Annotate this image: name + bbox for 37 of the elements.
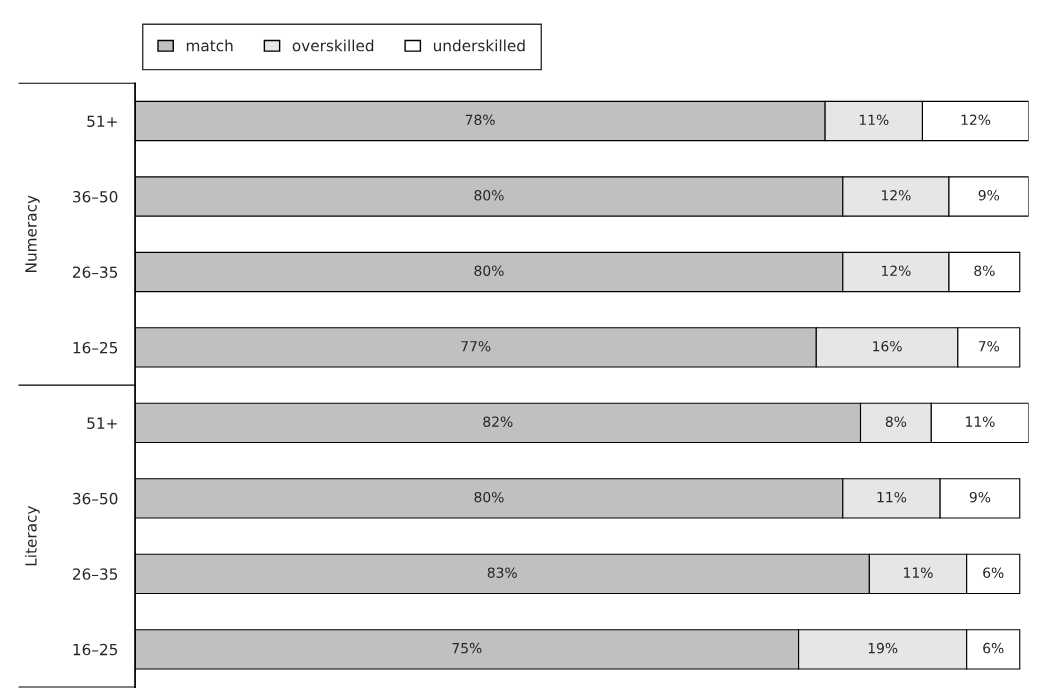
y-tick-label: 36–50: [73, 190, 118, 203]
data-label: 80%: [474, 265, 504, 276]
y-tick-label: 51+: [87, 115, 117, 128]
y-tick-label: 16–25: [73, 341, 118, 354]
data-label: 80%: [474, 491, 504, 503]
data-label: 12%: [961, 114, 991, 126]
data-label: 80%: [474, 190, 504, 201]
y-tick-label: 51+: [87, 417, 117, 429]
data-label: 78%: [465, 114, 495, 126]
data-label: 11%: [904, 567, 933, 578]
y-tick-label: 26–35: [73, 568, 118, 580]
data-label: 7%: [978, 340, 1000, 352]
data-label: 16%: [873, 340, 902, 352]
data-label: 77%: [461, 340, 491, 352]
y-tick-label: 26–35: [73, 266, 118, 278]
y-tick-label: 36–50: [73, 492, 118, 505]
data-label: 75%: [452, 642, 482, 654]
data-label: 19%: [868, 642, 898, 654]
legend-label: underskilled: [433, 39, 525, 52]
data-label: 11%: [966, 416, 995, 427]
legend-label: match: [186, 39, 233, 52]
legend-label: overskilled: [292, 39, 374, 52]
data-label: 6%: [983, 567, 1004, 578]
data-label: 8%: [974, 265, 995, 276]
data-label: 12%: [882, 190, 911, 201]
text: Numeracy: [25, 195, 40, 272]
data-label: 9%: [969, 491, 991, 503]
data-label: 82%: [483, 416, 513, 427]
text: Literacy: [24, 505, 40, 566]
data-label: 11%: [859, 114, 889, 126]
data-label: 9%: [978, 190, 1000, 201]
data-label: 8%: [885, 416, 907, 427]
data-label: 11%: [877, 491, 907, 503]
data-label: 12%: [882, 265, 911, 276]
data-label: 6%: [983, 642, 1004, 654]
data-label: 83%: [487, 567, 517, 578]
y-tick-label: 16–25: [73, 643, 118, 656]
